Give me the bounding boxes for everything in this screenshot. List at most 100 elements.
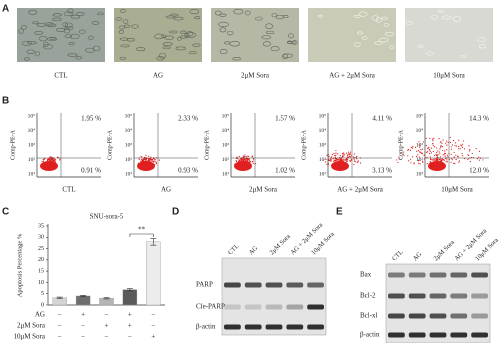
event-dot [337, 153, 339, 155]
cell [75, 56, 82, 60]
cell [52, 13, 62, 17]
event-dot [138, 158, 140, 161]
event-dot [411, 147, 414, 149]
event-dot [407, 155, 409, 157]
event-dot [437, 150, 439, 152]
y-tick-label: 0 [41, 302, 44, 308]
event-dot [412, 156, 414, 158]
event-dot [447, 141, 449, 144]
band [471, 332, 488, 338]
cell [426, 51, 434, 56]
cell [441, 15, 452, 20]
band-label: Bcl-xl [360, 312, 378, 320]
event-dot [435, 153, 437, 156]
cell [162, 46, 171, 50]
event-dot [459, 148, 461, 150]
event-dot [436, 147, 438, 149]
event-dot [415, 155, 418, 158]
quadrant-percent: 1.95 % [81, 115, 101, 123]
event-dot [476, 158, 479, 160]
event-dot [440, 141, 442, 143]
event-dot [444, 150, 446, 152]
event-dot [451, 144, 454, 146]
cell [176, 36, 182, 41]
blot-membrane [221, 257, 327, 336]
y-tick-label: 10⁴ [222, 128, 230, 134]
event-dot [454, 144, 456, 147]
band-label: Cle-PARP [196, 303, 225, 311]
event-dot [241, 158, 243, 161]
event-dot [410, 146, 412, 149]
event-dot [458, 161, 460, 163]
event-dot [449, 141, 452, 143]
event-dot [449, 136, 451, 139]
cell [478, 43, 486, 49]
event-dot [429, 137, 431, 139]
event-dot [330, 156, 333, 158]
cell [189, 9, 200, 15]
event-dot [353, 153, 355, 155]
band [307, 304, 324, 310]
event-dot [328, 159, 331, 162]
cell [270, 46, 280, 52]
band-label: Bcl-2 [360, 292, 376, 300]
event-dot [143, 158, 146, 161]
event-dot [437, 153, 439, 156]
event-cluster [331, 161, 349, 171]
y-tick-label: 10³ [28, 142, 36, 148]
cell [282, 15, 289, 18]
y-tick-label: 10² [319, 157, 327, 163]
plot-label: AG + 2μM Sora [337, 186, 384, 194]
event-cluster [137, 161, 155, 171]
lane-label: AG [248, 245, 260, 257]
event-dot [457, 148, 460, 150]
treatment-mark: − [151, 322, 155, 330]
cell [67, 53, 78, 57]
band [429, 293, 447, 299]
band [450, 332, 468, 338]
event-dot [468, 145, 470, 147]
band [244, 304, 262, 310]
band [408, 313, 426, 319]
cell [55, 27, 66, 32]
event-dot [441, 146, 444, 148]
event-dot [432, 140, 434, 142]
event-dot [432, 143, 434, 145]
cell [88, 35, 94, 40]
event-dot [433, 146, 436, 148]
event-dot [461, 146, 464, 148]
event-dot [152, 160, 154, 162]
event-dot [396, 159, 398, 161]
event-dot [355, 156, 357, 158]
quadrant-percent: 12.0 % [469, 167, 489, 175]
y-tick-label: 10² [416, 157, 424, 163]
band-label: PARP [196, 281, 213, 289]
event-dot [425, 137, 427, 140]
cell [168, 30, 178, 34]
cell [47, 37, 58, 42]
event-dot [250, 161, 252, 163]
event-dot [446, 144, 448, 146]
treatment-mark: − [58, 311, 62, 319]
lane-label: AG [412, 251, 424, 263]
band [429, 272, 447, 278]
cell [70, 14, 81, 19]
band [265, 324, 283, 330]
event-dot [435, 159, 437, 161]
y-tick-label: 10⁴ [28, 128, 36, 134]
y-tick-label: 10¹ [28, 171, 36, 177]
y-tick-label: 10¹ [125, 171, 133, 177]
event-dot [402, 153, 404, 155]
event-dot [418, 159, 420, 162]
event-dot [140, 156, 142, 158]
event-dot [153, 160, 155, 162]
y-axis-label: Comp-PE-A [301, 129, 307, 160]
lane-label: 2μM Sora [269, 233, 292, 256]
event-dot [331, 154, 333, 156]
event-dot [353, 163, 355, 165]
cell [383, 23, 390, 27]
quadrant-percent: 0.91 % [81, 167, 101, 175]
band [244, 324, 262, 330]
cell [288, 33, 294, 39]
